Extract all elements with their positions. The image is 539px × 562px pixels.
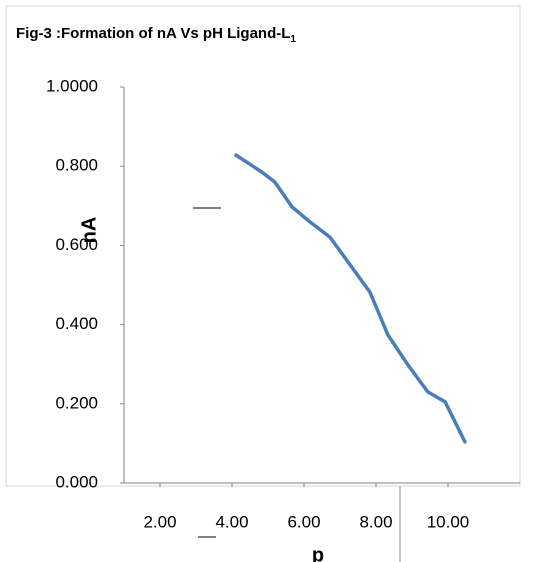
title-subscript: 1 (290, 34, 296, 45)
y-tick-label: 0.600 (55, 235, 98, 254)
y-axis-label: nA (78, 217, 100, 244)
y-tick-label: 0.200 (55, 393, 98, 412)
x-tick-label: 6.00 (287, 512, 320, 531)
y-tick-label: 0.400 (55, 314, 98, 333)
chart-frame (5, 5, 521, 487)
y-tick-label: 0.000 (55, 472, 98, 491)
y-tick-label: 1.0000 (46, 76, 98, 95)
x-tick-label: 8.00 (359, 512, 392, 531)
x-tick-label: 2.00 (143, 512, 176, 531)
y-tick-label: 0.800 (55, 156, 98, 175)
x-tick-label: 4.00 (215, 512, 248, 531)
title-text: Fig-3 :Formation of nA Vs pH Ligand-L (16, 25, 290, 42)
x-axis-label: p (312, 544, 324, 562)
chart-title: Fig-3 :Formation of nA Vs pH Ligand-L1 (16, 25, 296, 45)
x-tick-label: 10.00 (427, 512, 470, 531)
data-line (234, 153, 467, 444)
